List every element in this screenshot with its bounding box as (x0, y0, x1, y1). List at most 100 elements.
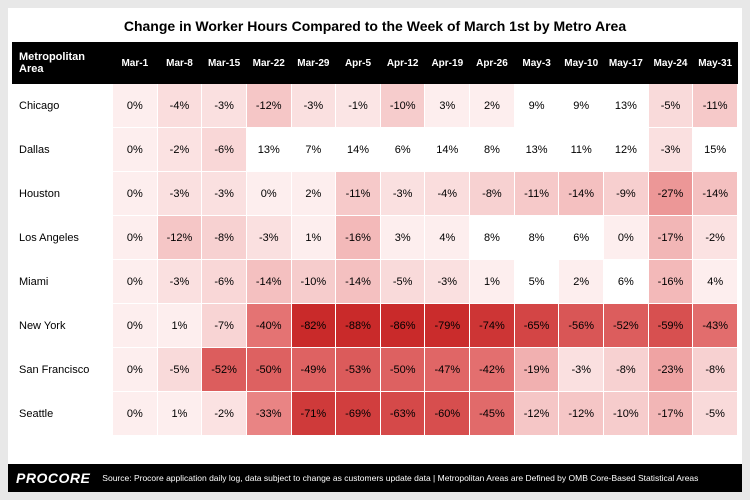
table-row: New York0%1%-7%-40%-82%-88%-86%-79%-74%-… (13, 304, 738, 348)
heatmap-cell: 13% (246, 128, 291, 172)
col-header: Mar-8 (157, 43, 202, 84)
heatmap-cell: -45% (470, 392, 515, 436)
heatmap-cell: -8% (470, 172, 515, 216)
heatmap-cell: -3% (202, 84, 247, 128)
metro-name-cell: Houston (13, 172, 113, 216)
heatmap-cell: 9% (559, 84, 604, 128)
table-row: Houston0%-3%-3%0%2%-11%-3%-4%-8%-11%-14%… (13, 172, 738, 216)
heatmap-cell: -5% (693, 392, 738, 436)
metro-name-cell: New York (13, 304, 113, 348)
heatmap-cell: -27% (648, 172, 693, 216)
heatmap-cell: -14% (336, 260, 381, 304)
heatmap-cell: -12% (157, 216, 202, 260)
table-row: San Francisco0%-5%-52%-50%-49%-53%-50%-4… (13, 348, 738, 392)
table-row: Dallas0%-2%-6%13%7%14%6%14%8%13%11%12%-3… (13, 128, 738, 172)
heatmap-cell: 0% (113, 260, 158, 304)
heatmap-cell: 0% (246, 172, 291, 216)
heatmap-table: Metropolitan AreaMar-1Mar-8Mar-15Mar-22M… (12, 42, 738, 436)
heatmap-cell: -5% (648, 84, 693, 128)
col-header: May-31 (693, 43, 738, 84)
heatmap-cell: -7% (202, 304, 247, 348)
heatmap-cell: 13% (514, 128, 559, 172)
heatmap-cell: -65% (514, 304, 559, 348)
chart-container: Change in Worker Hours Compared to the W… (8, 8, 742, 492)
heatmap-cell: -88% (336, 304, 381, 348)
heatmap-cell: 13% (604, 84, 649, 128)
heatmap-cell: -52% (202, 348, 247, 392)
table-row: Los Angeles0%-12%-8%-3%1%-16%3%4%8%8%6%0… (13, 216, 738, 260)
heatmap-cell: -23% (648, 348, 693, 392)
col-header: May-3 (514, 43, 559, 84)
heatmap-cell: -14% (246, 260, 291, 304)
heatmap-cell: 11% (559, 128, 604, 172)
heatmap-cell: -3% (380, 172, 425, 216)
heatmap-cell: -2% (157, 128, 202, 172)
heatmap-cell: 9% (514, 84, 559, 128)
col-header: Mar-1 (113, 43, 158, 84)
heatmap-cell: 4% (693, 260, 738, 304)
heatmap-cell: 0% (113, 216, 158, 260)
heatmap-cell: 8% (470, 128, 515, 172)
heatmap-cell: 14% (425, 128, 470, 172)
heatmap-cell: -86% (380, 304, 425, 348)
heatmap-cell: -3% (157, 260, 202, 304)
footer-bar: PROCORE Source: Procore application dail… (8, 464, 742, 492)
metro-name-cell: Miami (13, 260, 113, 304)
table-row: Seattle0%1%-2%-33%-71%-69%-63%-60%-45%-1… (13, 392, 738, 436)
heatmap-cell: -3% (202, 172, 247, 216)
col-header: May-17 (604, 43, 649, 84)
heatmap-cell: -3% (291, 84, 336, 128)
heatmap-cell: 1% (157, 304, 202, 348)
heatmap-cell: -12% (514, 392, 559, 436)
heatmap-cell: -3% (648, 128, 693, 172)
chart-title: Change in Worker Hours Compared to the W… (8, 8, 742, 42)
heatmap-cell: 0% (113, 84, 158, 128)
col-header: Mar-15 (202, 43, 247, 84)
procore-logo: PROCORE (16, 470, 90, 486)
heatmap-cell: -11% (693, 84, 738, 128)
heatmap-cell: -49% (291, 348, 336, 392)
heatmap-cell: -59% (648, 304, 693, 348)
heatmap-cell: -8% (693, 348, 738, 392)
heatmap-table-wrap: Metropolitan AreaMar-1Mar-8Mar-15Mar-22M… (8, 42, 742, 464)
heatmap-cell: -14% (559, 172, 604, 216)
heatmap-cell: -74% (470, 304, 515, 348)
table-row: Chicago0%-4%-3%-12%-3%-1%-10%3%2%9%9%13%… (13, 84, 738, 128)
heatmap-cell: 6% (559, 216, 604, 260)
heatmap-cell: -11% (514, 172, 559, 216)
heatmap-cell: -60% (425, 392, 470, 436)
heatmap-cell: -6% (202, 260, 247, 304)
source-text: Source: Procore application daily log, d… (102, 473, 734, 483)
heatmap-cell: -4% (425, 172, 470, 216)
heatmap-cell: -63% (380, 392, 425, 436)
heatmap-cell: 0% (113, 392, 158, 436)
heatmap-cell: -3% (425, 260, 470, 304)
heatmap-cell: -16% (336, 216, 381, 260)
heatmap-cell: -5% (380, 260, 425, 304)
metro-name-cell: Dallas (13, 128, 113, 172)
heatmap-cell: 14% (336, 128, 381, 172)
heatmap-cell: 1% (291, 216, 336, 260)
heatmap-cell: -33% (246, 392, 291, 436)
heatmap-cell: -9% (604, 172, 649, 216)
col-header: Apr-19 (425, 43, 470, 84)
col-header: Apr-26 (470, 43, 515, 84)
heatmap-cell: -3% (157, 172, 202, 216)
metro-name-cell: Los Angeles (13, 216, 113, 260)
heatmap-cell: 0% (113, 128, 158, 172)
heatmap-cell: -12% (559, 392, 604, 436)
heatmap-cell: -11% (336, 172, 381, 216)
heatmap-cell: 1% (157, 392, 202, 436)
heatmap-cell: 12% (604, 128, 649, 172)
col-header: Apr-5 (336, 43, 381, 84)
heatmap-cell: 0% (113, 304, 158, 348)
heatmap-cell: 6% (380, 128, 425, 172)
col-header: Mar-29 (291, 43, 336, 84)
col-header: Mar-22 (246, 43, 291, 84)
heatmap-cell: -10% (604, 392, 649, 436)
heatmap-cell: -19% (514, 348, 559, 392)
col-header-metro: Metropolitan Area (13, 43, 113, 84)
heatmap-cell: -43% (693, 304, 738, 348)
heatmap-cell: -14% (693, 172, 738, 216)
heatmap-cell: 2% (559, 260, 604, 304)
